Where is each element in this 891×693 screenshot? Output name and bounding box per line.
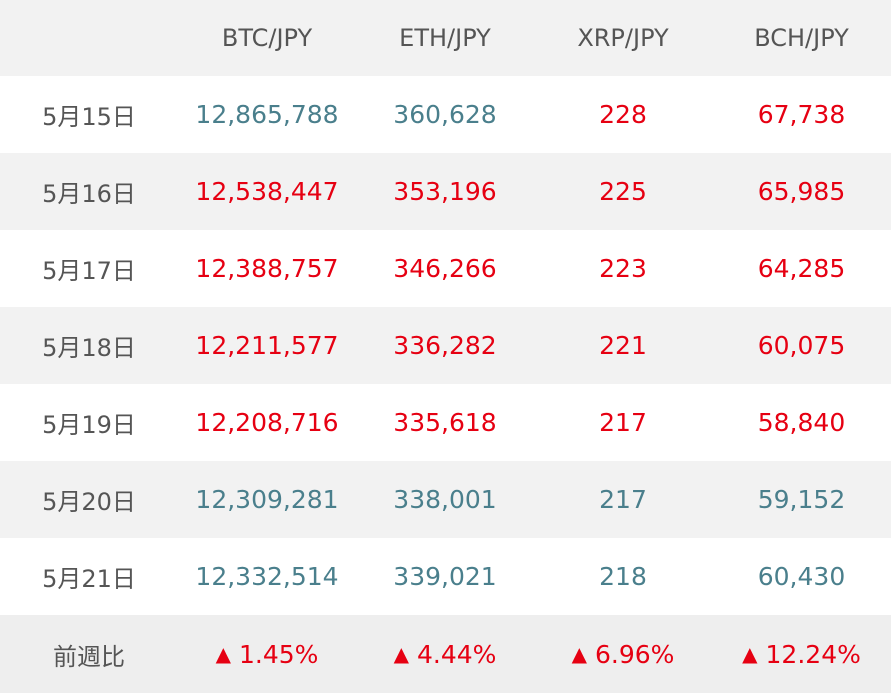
price-cell: 336,282 [356, 307, 534, 384]
table-row: 5月18日 12,211,577 336,282 221 60,075 [0, 307, 891, 384]
price-cell: 12,388,757 [178, 230, 356, 307]
weekly-change-value: 12.24% [765, 639, 861, 669]
price-cell: 360,628 [356, 76, 534, 153]
weekly-change-label: 前週比 [0, 615, 178, 693]
price-cell: 221 [534, 307, 712, 384]
weekly-change-cell: ▲ 1.45% [178, 615, 356, 693]
table-row: 5月21日 12,332,514 339,021 218 60,430 [0, 538, 891, 615]
row-date: 5月20日 [0, 461, 178, 538]
price-cell: 217 [534, 461, 712, 538]
price-cell: 225 [534, 153, 712, 230]
weekly-change-cell: ▲ 4.44% [356, 615, 534, 693]
table-row: 5月16日 12,538,447 353,196 225 65,985 [0, 153, 891, 230]
price-cell: 217 [534, 384, 712, 461]
price-cell: 228 [534, 76, 712, 153]
row-date: 5月19日 [0, 384, 178, 461]
price-cell: 60,075 [712, 307, 891, 384]
row-date: 5月16日 [0, 153, 178, 230]
table-row: 5月19日 12,208,716 335,618 217 58,840 [0, 384, 891, 461]
price-cell: 67,738 [712, 76, 891, 153]
price-cell: 65,985 [712, 153, 891, 230]
price-cell: 12,865,788 [178, 76, 356, 153]
price-cell: 12,211,577 [178, 307, 356, 384]
weekly-change-cell: ▲ 12.24% [712, 615, 891, 693]
price-cell: 218 [534, 538, 712, 615]
price-cell: 338,001 [356, 461, 534, 538]
row-date: 5月21日 [0, 538, 178, 615]
price-cell: 60,430 [712, 538, 891, 615]
price-cell: 335,618 [356, 384, 534, 461]
triangle-up-icon: ▲ [215, 641, 231, 666]
price-cell: 59,152 [712, 461, 891, 538]
price-cell: 223 [534, 230, 712, 307]
header-bch: BCH/JPY [712, 0, 891, 76]
header-btc: BTC/JPY [178, 0, 356, 76]
weekly-change-value: 6.96% [594, 639, 675, 669]
header-xrp: XRP/JPY [534, 0, 712, 76]
weekly-change-row: 前週比 ▲ 1.45% ▲ 4.44% ▲ 6.96% ▲ 12.24% [0, 615, 891, 693]
triangle-up-icon: ▲ [742, 641, 758, 666]
table-row: 5月20日 12,309,281 338,001 217 59,152 [0, 461, 891, 538]
table-header-row: BTC/JPY ETH/JPY XRP/JPY BCH/JPY [0, 0, 891, 76]
price-cell: 64,285 [712, 230, 891, 307]
price-cell: 12,332,514 [178, 538, 356, 615]
price-cell: 58,840 [712, 384, 891, 461]
table-row: 5月17日 12,388,757 346,266 223 64,285 [0, 230, 891, 307]
price-cell: 12,309,281 [178, 461, 356, 538]
price-cell: 12,538,447 [178, 153, 356, 230]
row-date: 5月17日 [0, 230, 178, 307]
price-cell: 339,021 [356, 538, 534, 615]
weekly-change-cell: ▲ 6.96% [534, 615, 712, 693]
row-date: 5月15日 [0, 76, 178, 153]
price-cell: 353,196 [356, 153, 534, 230]
triangle-up-icon: ▲ [393, 641, 409, 666]
price-cell: 346,266 [356, 230, 534, 307]
header-cell-empty [0, 0, 178, 76]
price-cell: 12,208,716 [178, 384, 356, 461]
table-row: 5月15日 12,865,788 360,628 228 67,738 [0, 76, 891, 153]
row-date: 5月18日 [0, 307, 178, 384]
triangle-up-icon: ▲ [571, 641, 587, 666]
header-eth: ETH/JPY [356, 0, 534, 76]
weekly-change-value: 4.44% [416, 639, 497, 669]
weekly-change-value: 1.45% [238, 639, 319, 669]
